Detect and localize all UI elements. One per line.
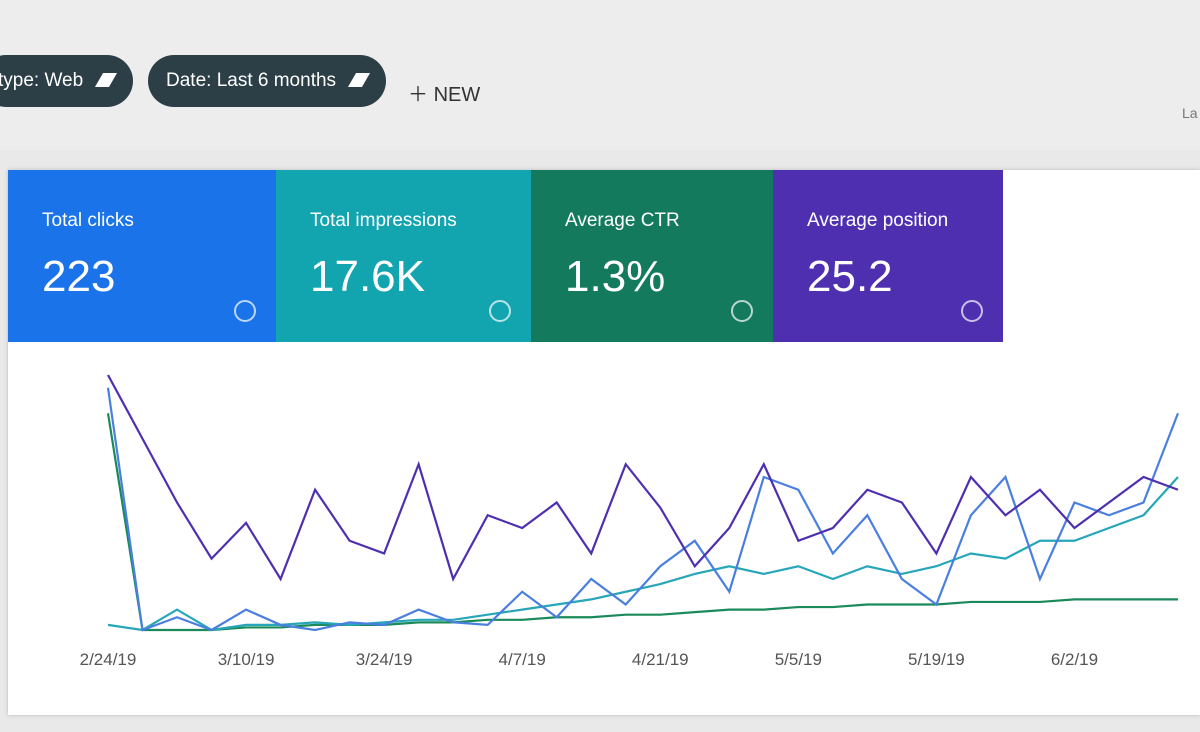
toolbar: type: Web Date: Last 6 months ＋ NEW La [0,0,1200,150]
help-icon[interactable] [961,300,983,322]
x-tick-label: 5/5/19 [775,650,822,669]
metric-card[interactable]: Average CTR 1.3% [531,170,773,342]
x-tick-label: 5/19/19 [908,650,965,669]
help-icon[interactable] [731,300,753,322]
metric-value: 25.2 [807,252,893,301]
line-series [107,476,1179,632]
line-series [107,374,1179,582]
x-tick-label: 2/24/19 [80,650,137,669]
metric-label: Average CTR [565,210,680,231]
x-tick-label: 4/7/19 [499,650,546,669]
filter-chip[interactable]: type: Web [0,55,134,107]
line-series [106,413,1178,632]
metric-card[interactable]: Total impressions 17.6K [276,170,531,342]
new-button[interactable]: ＋ NEW [408,84,481,106]
help-icon[interactable] [489,300,511,322]
report-panel: Total clicks 223 Total impressions 17.6K Ave… [8,170,1200,715]
filter-chip[interactable]: Date: Last 6 months [148,55,387,107]
new-label: NEW [433,84,481,106]
chip-label: type: Web [0,70,84,91]
x-tick-label: 3/10/19 [218,650,275,669]
metric-card[interactable]: Average position 25.2 [773,170,1003,342]
x-tick-label: 6/2/19 [1051,650,1098,669]
corner-text: La [1182,105,1198,121]
x-tick-label: 3/24/19 [356,650,413,669]
metric-value: 223 [42,252,116,301]
metric-label: Average position [807,210,949,231]
help-icon[interactable] [234,300,256,322]
chip-label: Date: Last 6 months [166,70,337,91]
line-series [106,387,1180,632]
metric-label: Total clicks [42,210,134,231]
x-tick-label: 4/21/19 [632,650,689,669]
metric-value: 17.6K [310,252,425,301]
chart: 2/24/19 3/10/19 3/24/19 4/7/19 4/21/19 5/5/19… [80,374,1180,669]
metric-value: 1.3% [565,252,666,301]
metric-card[interactable]: Total clicks 223 [8,170,276,342]
metric-label: Total impressions [310,210,457,231]
